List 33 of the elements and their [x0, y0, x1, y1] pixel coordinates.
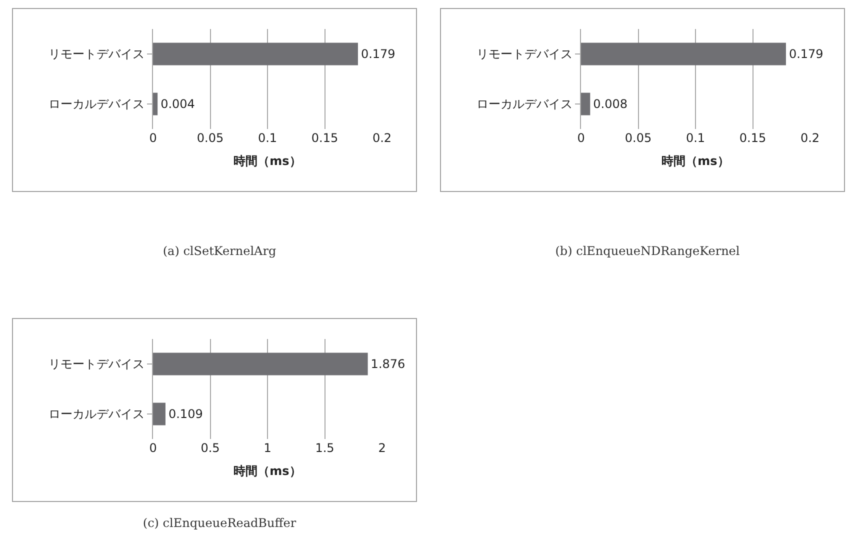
- data-label: 0.179: [788, 47, 824, 61]
- data-label: 0.008: [593, 97, 628, 111]
- x-tick-label: 0.05: [196, 131, 224, 145]
- y-tick-label: ローカルデバイス: [48, 407, 145, 422]
- data-label: 0.179: [360, 47, 396, 61]
- y-tick-label: リモートデバイス: [476, 47, 573, 62]
- text: (c) clEnqueueReadBuffer: [142, 516, 298, 530]
- data-label: 0.109: [168, 407, 203, 421]
- y-tick-label: リモートデバイス: [48, 47, 145, 62]
- x-tick-label: 2: [378, 441, 386, 455]
- x-tick-label: 1.5: [315, 441, 334, 455]
- data-label: 0.004: [160, 97, 195, 111]
- x-axis-title: 時間（ms）: [662, 154, 730, 168]
- x-tick-label: 0: [149, 441, 157, 455]
- y-tick-label: ローカルデバイス: [476, 97, 573, 112]
- x-tick-label: 1: [264, 441, 272, 455]
- y-tick-label: ローカルデバイス: [48, 97, 145, 112]
- x-tick-label: 0: [149, 131, 157, 145]
- x-tick-label: 0: [577, 131, 585, 145]
- x-axis-title: 時間（ms）: [234, 464, 302, 478]
- text: (a) clSetKernelArg: [162, 244, 278, 258]
- text: (b) clEnqueueNDRangeKernel: [554, 244, 741, 258]
- x-axis-title: 時間（ms）: [234, 154, 302, 168]
- x-tick-label: 0.2: [372, 131, 392, 145]
- x-tick-label: 0.05: [624, 131, 652, 145]
- x-tick-label: 0.5: [200, 441, 220, 455]
- x-tick-label: 0.1: [258, 131, 278, 145]
- data-label: 1.876: [370, 357, 406, 371]
- x-tick-label: 0.15: [739, 131, 766, 145]
- x-tick-label: 0.15: [311, 131, 338, 145]
- x-tick-label: 0.2: [800, 131, 820, 145]
- x-tick-label: 0.1: [686, 131, 706, 145]
- y-tick-label: リモートデバイス: [48, 357, 145, 372]
